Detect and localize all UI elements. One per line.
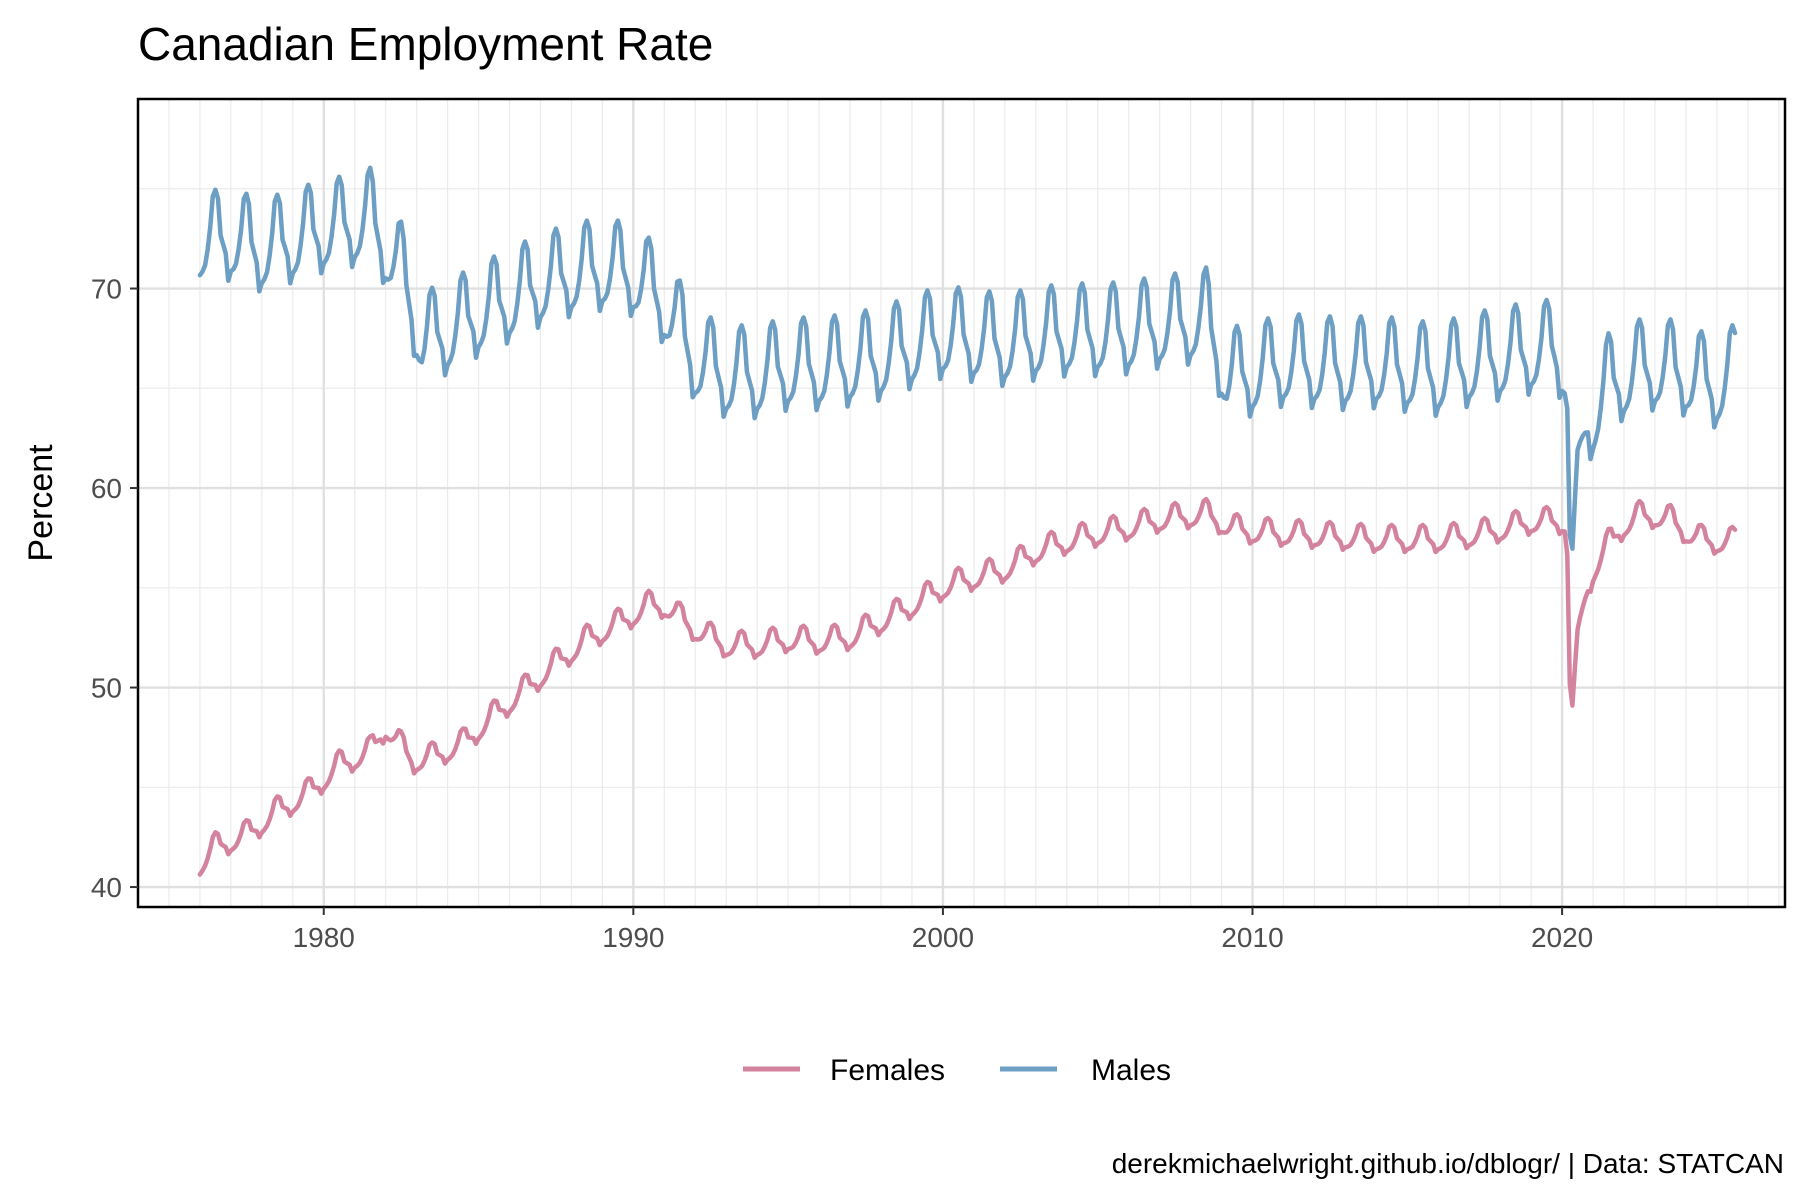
x-tick-label: 2020: [1531, 922, 1593, 953]
minor-gridlines: [137, 99, 1785, 907]
x-tick-label: 2010: [1221, 922, 1283, 953]
chart-caption: derekmichaelwright.github.io/dblogr/ | D…: [1112, 1148, 1784, 1179]
y-axis: 40 50 60 70: [91, 274, 138, 903]
legend: Females Males: [743, 1054, 1171, 1087]
plot-panel-border: [136, 97, 1787, 909]
x-axis: 1980 1990 2000 2010 2020: [293, 907, 1593, 953]
series-lines: [197, 165, 1738, 877]
series-line-females: [197, 496, 1738, 877]
y-tick-label: 70: [91, 274, 122, 305]
y-tick-label: 60: [91, 473, 122, 504]
legend-label-females: Females: [830, 1054, 945, 1087]
legend-label-males: Males: [1091, 1054, 1171, 1087]
y-tick-label: 50: [91, 673, 122, 704]
series-line-males: [197, 165, 1738, 551]
x-tick-label: 2000: [912, 922, 974, 953]
x-tick-label: 1990: [602, 922, 664, 953]
y-tick-label: 40: [91, 872, 122, 903]
chart-title: Canadian Employment Rate: [138, 18, 713, 70]
x-tick-label: 1980: [293, 922, 355, 953]
major-gridlines: [138, 99, 1785, 907]
y-axis-title: Percent: [22, 444, 60, 562]
